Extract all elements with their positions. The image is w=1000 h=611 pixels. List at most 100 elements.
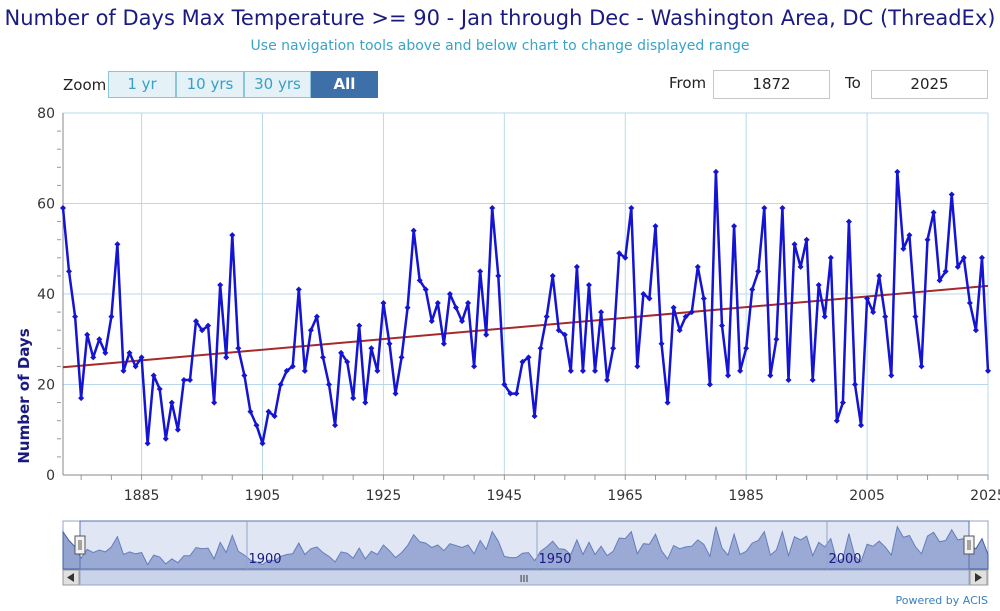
data-point — [640, 291, 647, 297]
data-point — [465, 300, 472, 307]
data-point — [797, 263, 804, 270]
data-point — [519, 358, 526, 365]
data-point — [706, 381, 713, 388]
x-tick-label: 2005 — [849, 488, 885, 504]
data-point — [573, 263, 580, 270]
data-point — [537, 345, 544, 352]
data-point — [912, 313, 919, 320]
data-point — [114, 241, 121, 248]
data-point — [307, 327, 314, 334]
data-point — [338, 349, 345, 356]
data-point — [936, 277, 943, 284]
navigator-left-handle[interactable] — [74, 535, 86, 555]
data-point — [549, 272, 556, 279]
data-point — [404, 304, 411, 311]
data-point — [422, 286, 429, 293]
data-point — [555, 327, 562, 334]
data-point — [434, 300, 441, 307]
data-point — [265, 408, 272, 415]
data-point — [507, 390, 514, 397]
data-point — [664, 399, 671, 406]
y-tick-label: 80 — [37, 106, 55, 122]
data-point — [870, 309, 877, 316]
data-point — [180, 376, 187, 383]
data-point — [271, 413, 278, 420]
y-tick-label: 20 — [37, 378, 55, 394]
data-point — [386, 340, 393, 347]
data-point — [628, 205, 635, 212]
data-point — [132, 363, 139, 370]
to-label: To — [845, 74, 861, 92]
data-point — [283, 367, 290, 374]
x-tick-label: 1965 — [607, 488, 643, 504]
data-point — [525, 354, 532, 361]
data-point — [864, 295, 871, 302]
navigator-area — [62, 525, 989, 570]
data-point — [725, 372, 732, 379]
data-point — [513, 390, 520, 397]
chart-subtitle: Use navigation tools above and below cha… — [250, 38, 750, 54]
data-point — [737, 367, 744, 374]
data-point — [948, 191, 955, 198]
data-point — [906, 232, 913, 239]
data-point — [459, 318, 466, 325]
data-point — [205, 322, 212, 329]
data-point — [120, 367, 127, 374]
data-point — [761, 205, 768, 212]
navigator-scrollbar-thumb[interactable] — [79, 569, 970, 586]
zoom-1yr-button[interactable]: 1 yr — [108, 71, 176, 98]
zoom-all-button[interactable]: All — [311, 71, 378, 98]
data-point — [174, 426, 181, 433]
scrollbar-grip[interactable]: III — [520, 574, 529, 585]
data-point — [483, 331, 490, 338]
data-point — [985, 367, 991, 374]
zoom-label: Zoom — [63, 76, 107, 94]
data-point — [162, 435, 169, 442]
navigator-year-label: 1950 — [538, 552, 571, 567]
data-point — [90, 354, 97, 361]
data-point — [616, 250, 623, 257]
data-point — [332, 422, 339, 429]
navigator-year-label: 1900 — [248, 552, 281, 567]
data-point — [428, 318, 435, 325]
data-point — [66, 268, 73, 275]
scroll-left-button[interactable] — [62, 569, 80, 586]
data-point — [731, 223, 738, 230]
data-point — [277, 381, 284, 388]
data-point — [259, 440, 266, 447]
data-point — [827, 254, 834, 261]
data-point — [452, 304, 459, 311]
data-point — [543, 313, 550, 320]
scroll-right-button[interactable] — [969, 569, 988, 586]
data-point — [126, 349, 133, 356]
data-point — [851, 381, 858, 388]
data-point — [477, 268, 484, 275]
data-point — [767, 372, 774, 379]
powered-by-credit[interactable]: Powered by ACIS — [895, 594, 989, 607]
to-year-input[interactable]: 2025 — [871, 70, 988, 99]
data-point — [803, 236, 810, 243]
axes: 0 20 40 60 80 1885 1905 1925 1945 1965 1985 2005 202… — [37, 106, 1000, 504]
data-point — [610, 345, 617, 352]
data-point — [634, 363, 641, 370]
y-axis-label: Number of Days — [15, 328, 33, 463]
x-tick-label: 1885 — [124, 488, 160, 504]
range-navigator[interactable]: 1900 1950 2000 III — [0, 515, 1000, 587]
data-point — [199, 327, 206, 334]
line-chart: 0 20 40 60 80 1885 1905 1925 1945 1965 1985 2005 202… — [15, 106, 1000, 504]
data-point — [894, 168, 901, 175]
data-point — [694, 263, 701, 270]
navigator-right-handle[interactable] — [963, 535, 975, 555]
grid — [63, 112, 989, 476]
data-point — [676, 327, 683, 334]
data-point — [186, 376, 193, 383]
data-point — [700, 295, 707, 302]
data-point — [356, 322, 363, 329]
data-point — [247, 408, 254, 415]
zoom-30yrs-button[interactable]: 30 yrs — [244, 71, 311, 98]
data-point — [229, 232, 236, 239]
data-point — [845, 218, 852, 225]
zoom-10yrs-button[interactable]: 10 yrs — [176, 71, 244, 98]
data-point — [108, 313, 115, 320]
from-year-input[interactable]: 1872 — [713, 70, 830, 99]
